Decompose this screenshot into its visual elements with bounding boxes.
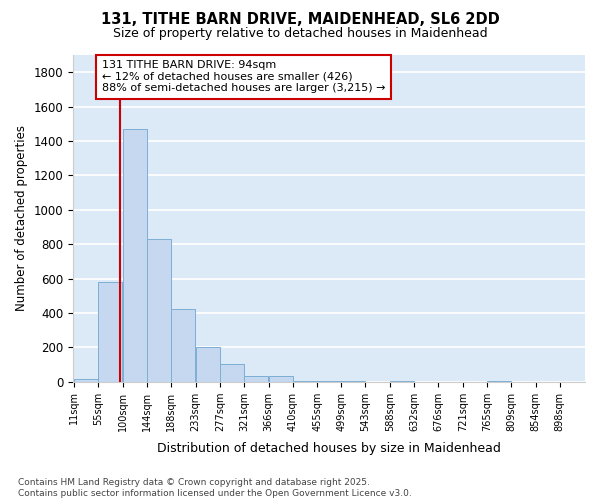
Text: Size of property relative to detached houses in Maidenhead: Size of property relative to detached ho… bbox=[113, 28, 487, 40]
Bar bbox=[220, 364, 244, 382]
Bar bbox=[196, 348, 220, 382]
Bar bbox=[317, 381, 341, 382]
Bar bbox=[390, 381, 414, 382]
Bar bbox=[171, 310, 195, 382]
Bar bbox=[244, 376, 268, 382]
Bar bbox=[293, 381, 317, 382]
Bar bbox=[269, 376, 293, 382]
Bar bbox=[98, 282, 122, 382]
Bar bbox=[341, 381, 365, 382]
Bar bbox=[123, 129, 147, 382]
Y-axis label: Number of detached properties: Number of detached properties bbox=[15, 126, 28, 312]
Text: 131 TITHE BARN DRIVE: 94sqm
← 12% of detached houses are smaller (426)
88% of se: 131 TITHE BARN DRIVE: 94sqm ← 12% of det… bbox=[102, 60, 386, 94]
X-axis label: Distribution of detached houses by size in Maidenhead: Distribution of detached houses by size … bbox=[157, 442, 501, 455]
Text: Contains HM Land Registry data © Crown copyright and database right 2025.
Contai: Contains HM Land Registry data © Crown c… bbox=[18, 478, 412, 498]
Text: 131, TITHE BARN DRIVE, MAIDENHEAD, SL6 2DD: 131, TITHE BARN DRIVE, MAIDENHEAD, SL6 2… bbox=[101, 12, 499, 28]
Bar bbox=[487, 381, 511, 382]
Bar bbox=[74, 379, 98, 382]
Bar bbox=[147, 239, 171, 382]
